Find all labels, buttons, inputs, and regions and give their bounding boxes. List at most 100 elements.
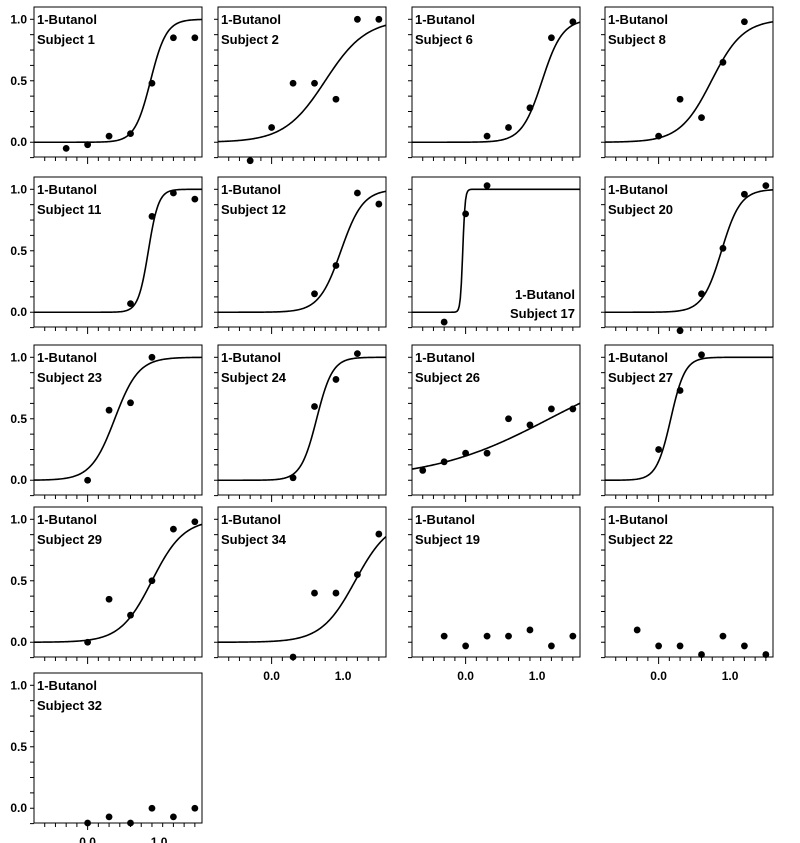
panel-frame	[411, 344, 581, 496]
panel-title: 1-Butanol	[221, 12, 281, 27]
data-point	[127, 300, 134, 308]
panel-title: 1-Butanol	[415, 512, 475, 527]
panel-frame	[411, 176, 581, 328]
data-point	[84, 476, 92, 484]
data-point	[676, 642, 684, 650]
y-tick-label: 1.0	[10, 350, 27, 364]
data-point	[569, 632, 577, 640]
data-point	[289, 653, 297, 661]
panel: 1-Butanol Subject 2	[214, 6, 387, 165]
data-point	[289, 79, 297, 87]
data-point	[440, 632, 448, 640]
data-point	[268, 124, 276, 131]
data-point	[655, 642, 663, 650]
data-point	[676, 95, 684, 103]
data-point	[148, 353, 156, 361]
data-point	[354, 350, 361, 358]
data-point	[633, 626, 641, 634]
panel-frame	[217, 6, 387, 158]
data-point	[191, 195, 199, 203]
panel-subtitle: Subject 27	[608, 370, 673, 385]
panel-title: 1-Butanol	[221, 350, 281, 365]
data-point	[719, 58, 727, 66]
x-tick-label: 0.0	[263, 669, 280, 683]
panel-title: 1-Butanol	[37, 678, 97, 693]
panel-title: 1-Butanol	[37, 12, 97, 27]
panel: 0.0 0.5 1.0 1-Butanol Subject 23	[10, 344, 203, 502]
panel-frame	[217, 344, 387, 496]
data-point	[191, 518, 199, 526]
data-point	[526, 626, 534, 634]
data-point	[311, 403, 318, 410]
data-point	[375, 15, 383, 23]
y-tick-label: 0.5	[10, 412, 27, 426]
data-point	[127, 130, 134, 138]
data-point	[548, 405, 555, 413]
data-point	[191, 34, 199, 42]
data-point	[127, 819, 134, 827]
y-tick-label: 0.0	[10, 635, 27, 649]
panel: 0.0 0.5 1.0 1-Butanol Subject 1	[10, 6, 203, 164]
data-point	[440, 318, 448, 326]
data-point	[105, 813, 113, 821]
panel: 0.0 1.0 1-Butanol Subject 34	[214, 506, 387, 683]
data-point	[170, 189, 177, 197]
y-tick-label: 0.5	[10, 740, 27, 754]
panel-title: 1-Butanol	[37, 512, 97, 527]
data-point	[462, 642, 470, 650]
panel-frame	[33, 506, 203, 658]
data-point	[84, 819, 92, 827]
panel: 1-Butanol Subject 12	[214, 176, 387, 334]
data-point	[440, 458, 448, 466]
data-point	[289, 474, 297, 482]
panel: 1-Butanol Subject 26	[408, 344, 581, 502]
data-point	[105, 406, 113, 414]
data-point	[354, 189, 361, 197]
y-tick-label: 1.0	[10, 182, 27, 196]
panel-subtitle: Subject 17	[510, 306, 575, 321]
data-point	[698, 114, 705, 122]
panel-subtitle: Subject 1	[37, 32, 95, 47]
data-point	[62, 144, 70, 152]
y-tick-label: 0.5	[10, 244, 27, 258]
panel: 0.0 0.5 1.0 1-Butanol Subject 11	[10, 176, 203, 334]
data-point	[354, 15, 361, 23]
data-point	[170, 34, 177, 42]
data-point	[170, 525, 177, 533]
fit-curve	[604, 21, 774, 143]
x-tick-label: 0.0	[457, 669, 474, 683]
panel-frame	[217, 506, 387, 658]
panel-subtitle: Subject 29	[37, 532, 102, 547]
data-point	[311, 290, 318, 298]
x-tick-label: 1.0	[335, 669, 352, 683]
panel-title: 1-Butanol	[608, 182, 668, 197]
panel-subtitle: Subject 19	[415, 532, 480, 547]
panel-frame	[604, 6, 774, 158]
data-point	[84, 141, 92, 149]
data-point	[462, 210, 470, 218]
data-point	[719, 632, 727, 640]
y-tick-label: 1.0	[10, 12, 27, 26]
panel: 0.0 1.0 1-Butanol Subject 19	[408, 506, 581, 683]
data-point	[655, 132, 663, 140]
panel-title: 1-Butanol	[515, 287, 575, 302]
panel-title: 1-Butanol	[37, 182, 97, 197]
data-point	[105, 595, 113, 603]
x-tick-label: 0.0	[650, 669, 667, 683]
data-point	[170, 813, 177, 821]
x-tick-label: 1.0	[529, 669, 546, 683]
data-point	[148, 79, 156, 87]
data-point	[127, 399, 134, 407]
panel-subtitle: Subject 26	[415, 370, 480, 385]
y-tick-label: 0.0	[10, 801, 27, 815]
data-point	[148, 804, 156, 812]
data-point	[505, 415, 512, 423]
panel-frame	[604, 344, 774, 496]
data-point	[332, 376, 340, 383]
panel-frame	[33, 344, 203, 496]
y-tick-label: 0.5	[10, 74, 27, 88]
panel-title: 1-Butanol	[221, 512, 281, 527]
data-point	[655, 446, 663, 453]
data-point	[127, 611, 134, 619]
panel: 1-Butanol Subject 6	[408, 6, 581, 164]
